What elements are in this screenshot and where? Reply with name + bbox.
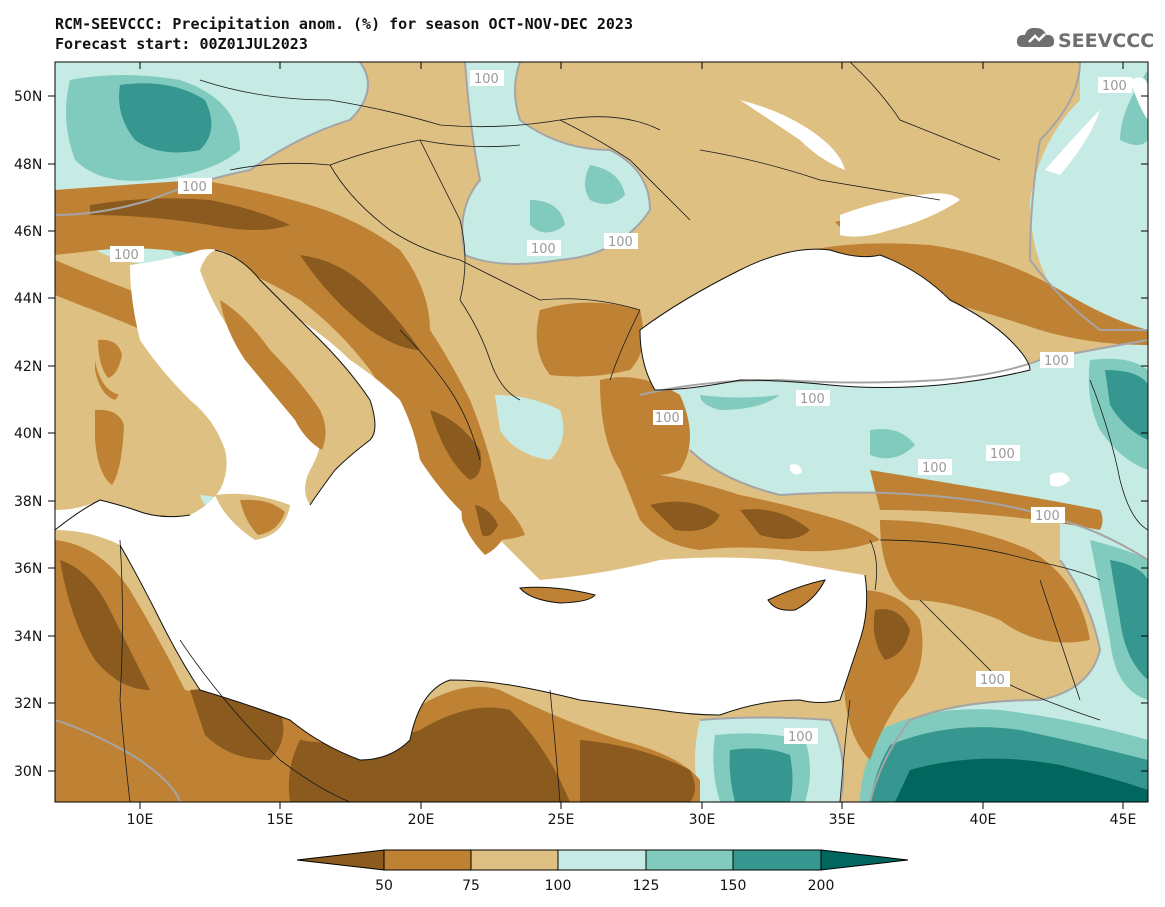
lat-label: 46N <box>14 224 42 240</box>
lon-tick: 15E <box>267 62 294 828</box>
lon-tick: 45E <box>1110 62 1137 828</box>
contour-label-box <box>1098 77 1132 93</box>
contour-label-box <box>784 728 818 744</box>
title-line-2: Forecast start: 00Z01JUL2023 <box>55 35 308 53</box>
lat-tick: 42N <box>14 359 1148 375</box>
contour-label: 100 <box>800 392 825 407</box>
lon-label: 35E <box>829 812 856 828</box>
colorbar-label: 125 <box>633 878 660 894</box>
lat-tick: 46N <box>14 224 1148 240</box>
lon-label: 15E <box>267 812 294 828</box>
colorbar-swatch-100-125 <box>557 849 647 871</box>
lat-label: 34N <box>14 629 42 645</box>
colorbar-swatch-125-150 <box>645 849 734 871</box>
colorbar-label: 200 <box>808 878 835 894</box>
lon-tick: 35E <box>829 62 856 828</box>
colorbar-label: 75 <box>462 878 480 894</box>
lat-label: 30N <box>14 764 42 780</box>
lon-label: 25E <box>548 812 575 828</box>
latitude-axis: 50N 48N 46N 44N 42N 40N 38N 36N 34N 32N … <box>14 89 1148 780</box>
logo-text: SEEVCCC <box>1058 30 1155 52</box>
lat-label: 48N <box>14 157 42 173</box>
lon-tick: 40E <box>970 62 997 828</box>
lat-tick: 40N <box>14 426 1148 442</box>
contour-label-box <box>976 671 1010 687</box>
lat-tick: 44N <box>14 291 1148 307</box>
coastlines <box>55 248 1031 761</box>
lat-tick: 38N <box>14 494 1148 510</box>
lat-label: 32N <box>14 696 42 712</box>
contour-label: 100 <box>990 447 1015 462</box>
lat-label: 50N <box>14 89 42 105</box>
contour-label: 100 <box>114 248 139 263</box>
precipitation-field <box>55 62 1148 802</box>
contour-label: 100 <box>182 180 207 195</box>
contour-label-box <box>1040 352 1074 368</box>
lat-label: 40N <box>14 426 42 442</box>
colorbar-label: 50 <box>375 878 393 894</box>
contour-label: 100 <box>1035 509 1060 524</box>
contour-label: 100 <box>655 411 680 426</box>
contour-label: 100 <box>980 673 1005 688</box>
lat-label: 38N <box>14 494 42 510</box>
contour-label-box <box>1031 507 1065 523</box>
contour-label-box <box>527 240 561 256</box>
contour-label: 100 <box>474 72 499 87</box>
lat-tick: 34N <box>14 629 1148 645</box>
contour-label-box <box>178 178 212 194</box>
colorbar-labels: 50 75 100 125 150 200 <box>375 878 834 894</box>
lat-tick: 32N <box>14 696 1148 712</box>
lon-label: 45E <box>1110 812 1137 828</box>
colorbar-label: 100 <box>545 878 572 894</box>
contour-label: 100 <box>922 461 947 476</box>
contour-label: 100 <box>1044 354 1069 369</box>
colorbar-swatch-above-200 <box>820 849 909 871</box>
lat-tick: 36N <box>14 561 1148 577</box>
map-title: RCM-SEEVCCC: Precipitation anom. (%) for… <box>55 14 633 54</box>
colorbar-swatch-150-200 <box>732 849 822 871</box>
contour-label-box <box>918 459 952 475</box>
title-line-1: RCM-SEEVCCC: Precipitation anom. (%) for… <box>55 15 633 33</box>
contour-label: 100 <box>788 730 813 745</box>
lon-tick: 10E <box>127 62 154 828</box>
colorbar-swatch-50-75 <box>383 849 472 871</box>
colorbar-swatch-75-100 <box>470 849 559 871</box>
map-frame <box>54 61 1149 803</box>
contour-label-box <box>653 410 683 425</box>
contour-label-box <box>110 246 144 262</box>
lon-tick: 25E <box>548 62 575 828</box>
lat-label: 36N <box>14 561 42 577</box>
contour-label-box <box>796 390 830 406</box>
colorbar <box>296 849 909 871</box>
lat-tick: 50N <box>14 89 1148 105</box>
lon-label: 20E <box>408 812 435 828</box>
lat-tick: 30N <box>14 764 1148 780</box>
lon-label: 30E <box>689 812 716 828</box>
lat-tick: 48N <box>14 157 1148 173</box>
contour-label-box <box>986 445 1020 461</box>
colorbar-label: 150 <box>720 878 747 894</box>
lat-label: 44N <box>14 291 42 307</box>
contour-label-box <box>470 70 504 86</box>
lon-label: 10E <box>127 812 154 828</box>
cloud-icon <box>1016 27 1055 47</box>
contour-labels: 100 100 100 100 100 100 100 100 100 100 … <box>110 70 1132 745</box>
colorbar-swatch-below-50 <box>296 849 385 871</box>
contour-label: 100 <box>531 242 556 257</box>
longitude-axis: 10E 15E 20E 25E 30E 35E 40E 45E <box>127 62 1137 828</box>
lon-label: 40E <box>970 812 997 828</box>
lon-tick: 30E <box>689 62 716 828</box>
contour-label: 100 <box>1102 79 1127 94</box>
lat-label: 42N <box>14 359 42 375</box>
contour-label-box <box>604 233 638 249</box>
country-borders <box>119 62 1148 802</box>
contour-label: 100 <box>608 235 633 250</box>
lon-tick: 20E <box>408 62 435 828</box>
